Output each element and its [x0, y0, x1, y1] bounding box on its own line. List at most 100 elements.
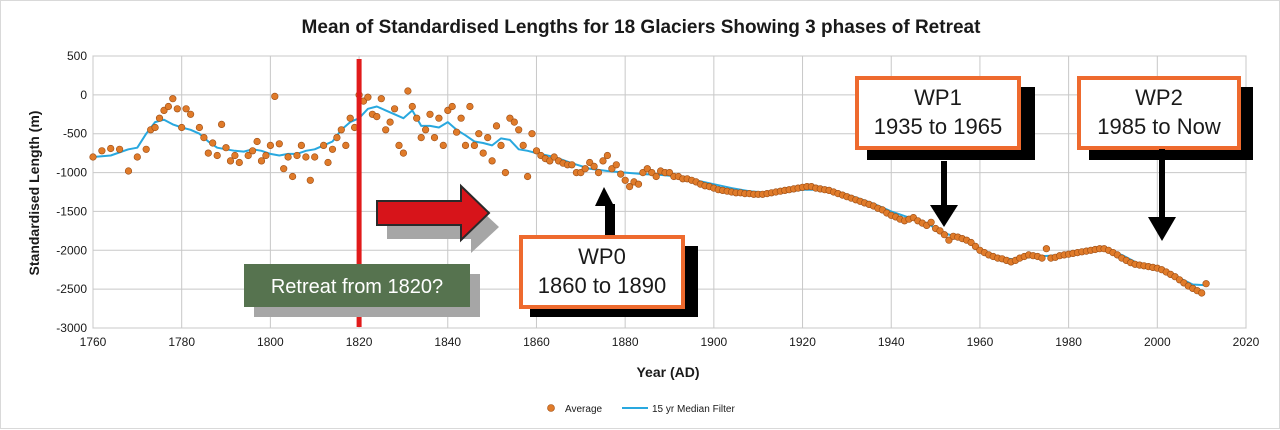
average-point — [346, 114, 354, 122]
average-point — [603, 151, 612, 160]
x-tick-label: 1860 — [523, 335, 550, 349]
wp1-range: 1935 to 1965 — [874, 114, 1002, 139]
y-tick-label: -500 — [63, 127, 87, 141]
average-point — [89, 153, 97, 161]
average-point — [204, 149, 212, 157]
average-point — [266, 141, 275, 149]
average-point — [568, 161, 576, 169]
wp1-title: WP1 — [914, 85, 962, 110]
average-point — [364, 93, 372, 101]
wp2-callout: WP2 1985 to Now — [1077, 76, 1253, 241]
y-tick-label: 500 — [67, 49, 87, 63]
average-point — [200, 134, 208, 142]
legend-average-label: Average — [565, 404, 603, 415]
average-point — [634, 180, 643, 188]
average-point — [115, 145, 124, 153]
average-point — [320, 141, 328, 149]
average-point — [940, 231, 949, 239]
average-point — [222, 144, 230, 152]
legend: Average 15 yr Median Filter — [547, 404, 735, 415]
average-point — [395, 141, 403, 149]
average-point — [475, 130, 483, 138]
average-point — [439, 141, 447, 149]
average-point — [448, 102, 456, 111]
y-tick-label: -3000 — [56, 321, 87, 335]
x-tick-label: 1940 — [878, 335, 905, 349]
wp0-title: WP0 — [578, 244, 626, 269]
average-point — [515, 126, 523, 134]
average-point — [342, 141, 350, 149]
average-point — [479, 149, 487, 157]
y-axis-ticks: 500 0 -500 -1000 -1500 -2000 -2500 -3000 — [56, 49, 87, 335]
x-tick-label: 2020 — [1233, 335, 1260, 349]
average-point — [124, 167, 133, 175]
average-point — [492, 122, 501, 130]
average-point — [337, 126, 345, 134]
legend-median-label: 15 yr Median Filter — [652, 404, 735, 415]
average-point — [311, 153, 319, 161]
average-point — [497, 141, 505, 149]
y-tick-label: -2000 — [56, 243, 87, 257]
average-point — [599, 157, 607, 165]
average-point — [169, 95, 177, 103]
average-point — [257, 157, 266, 165]
average-point — [182, 105, 190, 113]
retreat-label-box: Retreat from 1820? — [244, 264, 480, 317]
average-point — [377, 95, 385, 103]
average-point — [306, 176, 314, 184]
average-point — [324, 158, 332, 167]
average-point — [612, 161, 620, 169]
average-point — [1042, 245, 1050, 253]
average-point — [435, 114, 443, 122]
average-point — [643, 165, 651, 173]
average-point — [289, 172, 297, 181]
average-point — [271, 92, 279, 100]
y-tick-label: 0 — [80, 88, 87, 102]
average-point — [523, 172, 532, 181]
x-axis-title: Year (AD) — [636, 364, 699, 380]
average-point — [209, 139, 217, 147]
average-point — [155, 114, 164, 122]
x-tick-label: 1820 — [346, 335, 373, 349]
x-tick-label: 1800 — [257, 335, 284, 349]
average-point — [470, 141, 479, 149]
average-point — [590, 162, 598, 170]
average-point — [488, 157, 496, 165]
x-tick-label: 1840 — [434, 335, 461, 349]
average-point — [399, 149, 408, 157]
wp1-callout: WP1 1935 to 1965 — [855, 76, 1035, 227]
average-point — [373, 112, 381, 121]
average-point — [430, 134, 439, 142]
y-tick-label: -1500 — [56, 204, 87, 218]
y-tick-label: -1000 — [56, 166, 87, 180]
chart-title: Mean of Standardised Lengths for 18 Glac… — [302, 17, 982, 38]
average-point — [625, 183, 634, 191]
average-point — [226, 157, 235, 165]
x-tick-label: 1780 — [168, 335, 195, 349]
x-axis-ticks: 1760 1780 1800 1820 1840 1860 1880 1900 1920 1940… — [80, 335, 1260, 349]
wp2-title: WP2 — [1135, 85, 1183, 110]
average-point — [461, 141, 470, 149]
average-point — [151, 123, 159, 132]
average-point — [244, 151, 252, 160]
average-point — [249, 147, 257, 155]
average-point — [528, 130, 536, 138]
x-tick-label: 2000 — [1144, 335, 1171, 349]
average-point — [302, 153, 310, 161]
average-point — [213, 151, 221, 160]
wp2-range: 1985 to Now — [1097, 114, 1221, 139]
x-tick-label: 1980 — [1055, 335, 1082, 349]
average-point — [408, 102, 416, 111]
x-tick-label: 1900 — [700, 335, 727, 349]
wp0-range: 1860 to 1890 — [538, 273, 666, 298]
average-point — [617, 170, 625, 178]
average-point — [386, 118, 394, 126]
average-point — [391, 105, 399, 113]
average-point — [253, 137, 261, 146]
average-point — [297, 141, 306, 149]
average-point — [133, 153, 141, 161]
average-point — [422, 126, 430, 134]
average-point — [594, 169, 603, 177]
average-point — [275, 140, 283, 148]
average-point — [426, 110, 434, 118]
